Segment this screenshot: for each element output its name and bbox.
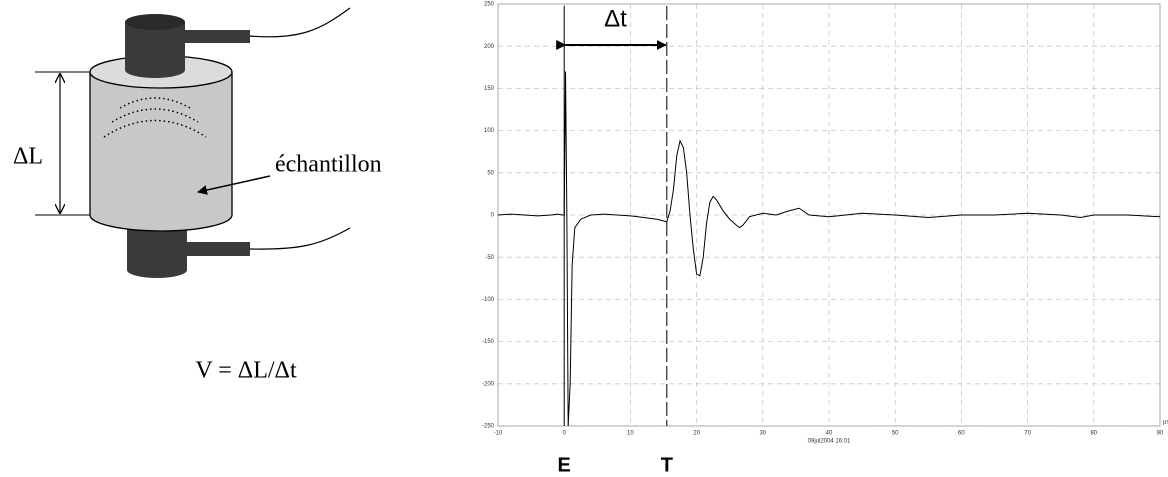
waveform	[497, 71, 1161, 427]
y-tick-label: 250	[484, 2, 495, 8]
connector	[185, 30, 250, 43]
y-tick-label: 50	[487, 170, 494, 176]
marker-label: E	[558, 454, 571, 476]
formula: V = ΔL/Δt	[195, 358, 297, 384]
wave-front	[103, 119, 207, 138]
x-tick-label: 10	[627, 431, 634, 437]
cable	[249, 227, 351, 250]
wave-front	[119, 97, 191, 109]
sample-diagram: ΔL échantillon V = ΔL/Δt	[13, 7, 382, 384]
y-tick-label: 100	[484, 128, 495, 134]
timestamp: 09jul2004 16:01	[808, 439, 851, 445]
delta-t-label: Δt	[604, 5, 627, 32]
transducer	[125, 62, 185, 78]
x-tick-label: 40	[826, 431, 833, 437]
y-tick-label: 0	[491, 213, 495, 219]
y-tick-label: -200	[482, 381, 495, 387]
y-tick-label: -100	[482, 297, 495, 303]
marker-label: T	[661, 454, 673, 476]
connector	[187, 242, 250, 256]
length-label: ΔL	[13, 144, 43, 170]
cable	[249, 7, 351, 38]
x-tick-label: 60	[958, 431, 965, 437]
transducer	[125, 14, 185, 30]
y-tick-label: 200	[484, 44, 495, 50]
transducer	[127, 262, 187, 278]
sample-cylinder	[89, 71, 233, 232]
y-tick-label: -50	[485, 255, 494, 261]
x-tick-label: 50	[892, 431, 899, 437]
pointer-arrow	[197, 175, 271, 195]
wave-front	[111, 108, 199, 123]
x-tick-label: 70	[1024, 431, 1031, 437]
x-tick-label: 30	[759, 431, 766, 437]
y-tick-label: -250	[482, 424, 495, 430]
y-tick-label: 150	[484, 86, 495, 92]
x-unit: µs	[1163, 420, 1168, 426]
x-tick-label: 80	[1090, 431, 1097, 437]
x-tick-label: 20	[693, 431, 700, 437]
sample-label: échantillon	[275, 152, 382, 178]
x-tick-label: 0	[563, 431, 567, 437]
y-tick-label: -150	[482, 339, 495, 345]
x-tick-label: -10	[494, 431, 503, 437]
x-tick-label: 90	[1157, 431, 1164, 437]
